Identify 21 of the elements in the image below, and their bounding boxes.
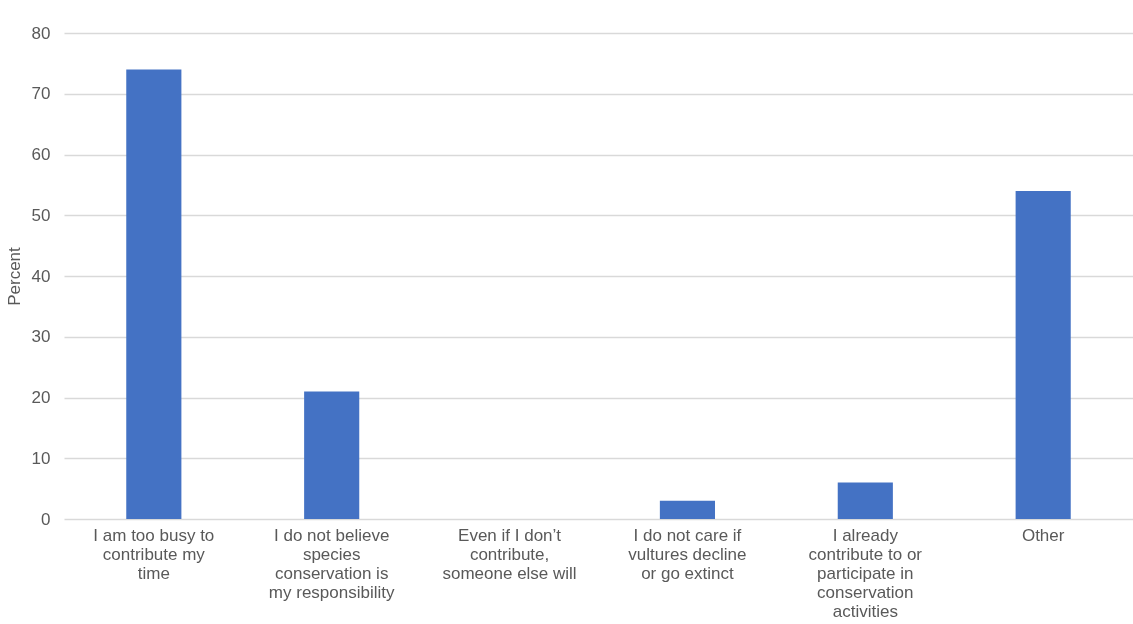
bar [1015, 190, 1071, 519]
y-tick-label: 80 [31, 23, 51, 43]
bar [304, 391, 360, 519]
y-tick-label: 60 [31, 145, 51, 164]
y-axis-title: Percent [4, 246, 24, 306]
x-tick-label: I do not believe species conservation is my responsibility [268, 525, 396, 602]
y-tick-label: 40 [31, 266, 51, 286]
y-tick-label: 20 [31, 388, 51, 407]
x-tick-label: Other [1021, 525, 1065, 545]
x-tick-label: I do not care if vultures decline or go extinct [628, 525, 747, 583]
y-tick-label: 0 [41, 509, 51, 529]
x-tick-label: Even if I don’t contribute, someone else will [442, 525, 577, 583]
y-tick-label: 50 [31, 205, 51, 225]
bar [659, 500, 715, 519]
bar [837, 482, 893, 519]
bar [126, 69, 182, 519]
y-tick-label: 10 [31, 448, 51, 468]
x-tick-label: I am too busy to contribute my time [93, 525, 215, 583]
y-tick-label: 70 [31, 84, 51, 104]
x-tick-label: I already contribute to or participate in conservation activities [808, 525, 923, 621]
y-tick-label: 30 [31, 327, 51, 347]
